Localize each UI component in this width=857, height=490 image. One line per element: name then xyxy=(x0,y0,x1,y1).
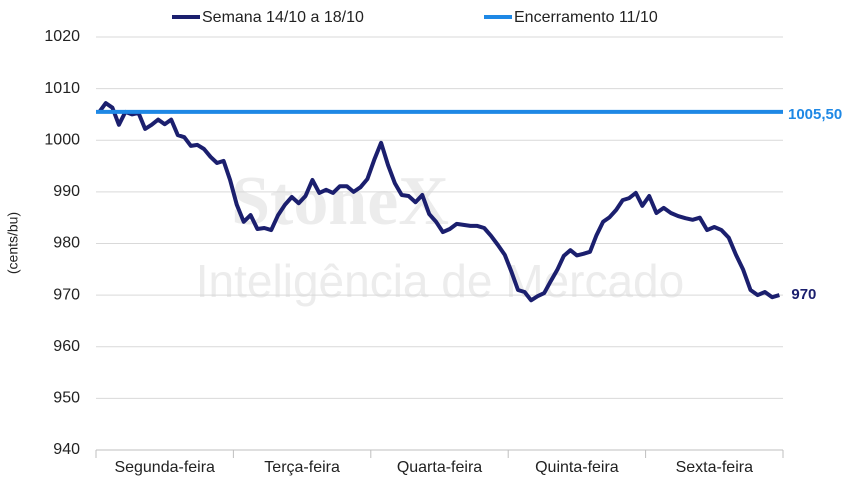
x-tick-label: Segunda-feira xyxy=(114,459,215,476)
x-tick-label: Quinta-feira xyxy=(535,459,619,476)
y-tick-label: 990 xyxy=(53,183,80,200)
legend-label: Encerramento 11/10 xyxy=(514,9,658,26)
y-tick-label: 940 xyxy=(53,441,80,458)
x-tick-label: Terça-feira xyxy=(264,459,340,476)
legend-label: Semana 14/10 a 18/10 xyxy=(202,9,364,26)
y-tick-label: 970 xyxy=(53,286,80,303)
y-tick-label: 950 xyxy=(53,390,80,407)
y-axis-label: (cents/bu) xyxy=(5,212,21,274)
end-label: 970 xyxy=(791,286,816,303)
value-label: 1005,50 xyxy=(788,106,842,123)
y-tick-label: 960 xyxy=(53,338,80,355)
y-tick-label: 1010 xyxy=(44,80,80,97)
y-tick-label: 980 xyxy=(53,235,80,252)
watermark: Inteligência de Mercado xyxy=(196,255,684,307)
x-tick-label: Quarta-feira xyxy=(397,459,482,476)
y-tick-label: 1020 xyxy=(44,28,80,45)
series-line xyxy=(97,101,780,303)
y-tick-label: 1000 xyxy=(44,131,80,148)
x-tick-label: Sexta-feira xyxy=(676,459,753,476)
